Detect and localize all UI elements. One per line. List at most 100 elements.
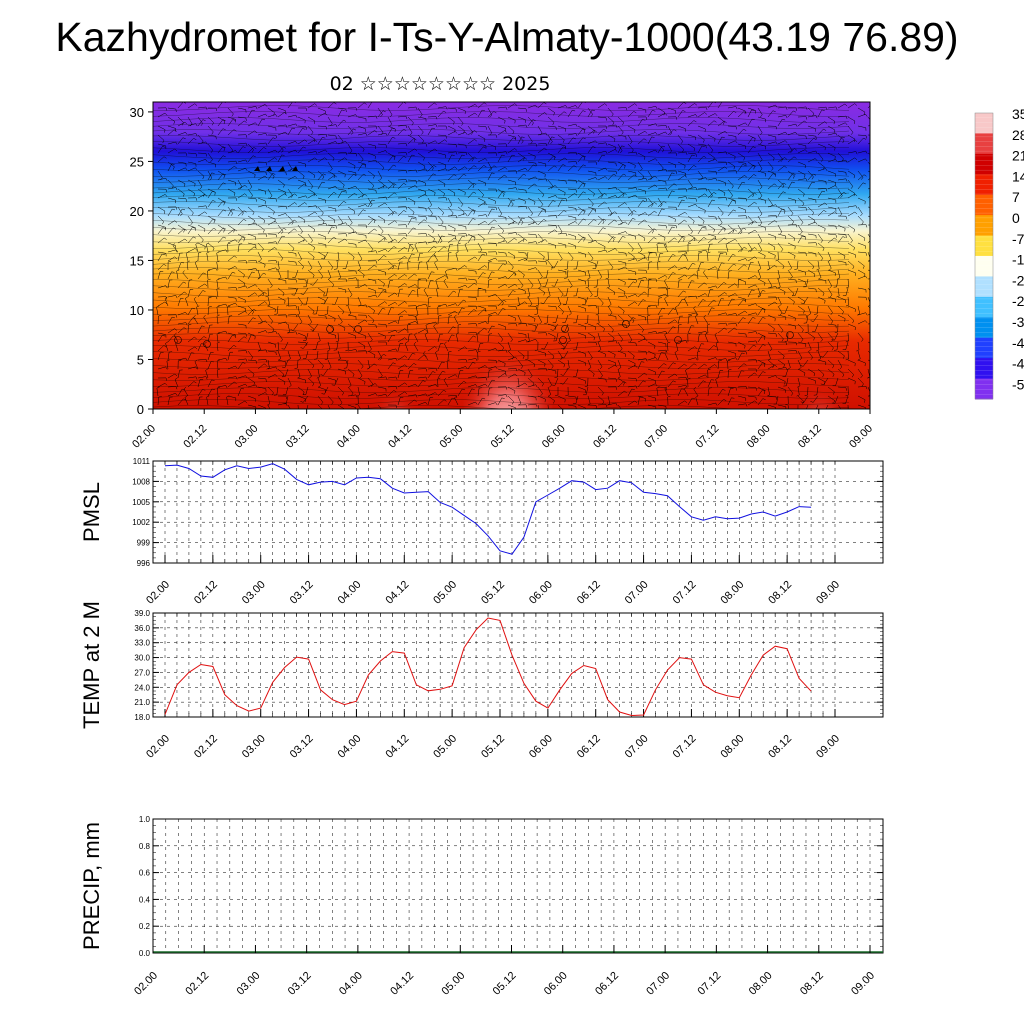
barb-shaft xyxy=(167,107,176,110)
barb-shaft xyxy=(647,197,654,205)
barb-shaft xyxy=(397,115,407,118)
barb-shaft xyxy=(287,296,290,306)
barb-shaft xyxy=(567,110,573,118)
barb-feather xyxy=(425,376,428,380)
barb-shaft xyxy=(377,143,387,145)
barb-feather xyxy=(217,359,220,362)
barb-shaft xyxy=(737,363,745,370)
contour-line xyxy=(153,399,850,405)
barb-shaft xyxy=(297,260,304,267)
barb-feather xyxy=(348,385,352,388)
barb-feather xyxy=(655,331,658,335)
barb-shaft xyxy=(415,316,419,325)
barb-feather xyxy=(504,167,508,170)
barb-shaft xyxy=(187,103,195,109)
barb-shaft xyxy=(584,296,589,305)
barb-shaft xyxy=(297,404,299,409)
barb-feather xyxy=(488,315,493,317)
barb-feather xyxy=(821,109,825,111)
barb-shaft xyxy=(667,237,675,244)
barb-shaft xyxy=(357,304,366,307)
barb-shaft xyxy=(187,307,193,316)
barb-shaft xyxy=(727,341,736,344)
barb-shaft xyxy=(617,215,623,223)
barb-feather xyxy=(594,295,598,297)
barb-shaft xyxy=(737,317,743,325)
barb-shaft xyxy=(767,242,776,248)
barb-shaft xyxy=(227,150,236,154)
barb-shaft xyxy=(197,233,204,241)
barb-shaft xyxy=(557,143,566,147)
barb-shaft xyxy=(607,269,609,279)
barb-shaft xyxy=(837,359,843,368)
barb-feather xyxy=(688,315,693,317)
barb-feather xyxy=(703,314,706,318)
barb-feather xyxy=(483,165,487,168)
barb-shaft xyxy=(727,229,735,235)
barb-shaft xyxy=(707,158,716,163)
barb-feather xyxy=(504,363,506,367)
barb-feather xyxy=(429,204,432,208)
barb-shaft xyxy=(807,134,816,137)
barb-shaft xyxy=(797,350,803,359)
barb-shaft xyxy=(737,129,744,136)
barb-feather xyxy=(501,397,505,399)
barb-feather xyxy=(333,219,336,223)
barb-feather xyxy=(755,387,757,391)
barb-feather xyxy=(822,412,825,413)
barb-feather xyxy=(321,303,325,305)
barb-shaft xyxy=(747,256,755,262)
barb-feather xyxy=(733,111,737,113)
barb-shaft xyxy=(706,324,709,334)
barb-feather xyxy=(502,263,506,266)
barb-shaft xyxy=(317,251,326,257)
barb-feather xyxy=(345,222,348,226)
barb-shaft xyxy=(257,386,266,389)
barb-shaft xyxy=(597,404,607,406)
barb-feather xyxy=(255,106,258,110)
barb-shaft xyxy=(477,158,486,163)
barb-feather xyxy=(552,200,556,202)
barb-feather xyxy=(288,385,292,388)
barb-shaft xyxy=(227,352,231,361)
barb-shaft xyxy=(587,359,592,368)
barb-feather xyxy=(753,164,757,167)
barb-shaft xyxy=(467,358,476,361)
barb-feather xyxy=(482,397,486,400)
barb-shaft xyxy=(546,269,549,278)
barb-shaft xyxy=(497,359,506,364)
barb-shaft xyxy=(287,377,292,386)
barb-feather xyxy=(395,330,398,333)
barb-shaft xyxy=(297,278,306,281)
barb-shaft xyxy=(517,278,524,286)
barb-shaft xyxy=(847,188,855,194)
barb-shaft xyxy=(777,165,785,172)
barb-feather xyxy=(174,328,178,331)
barb-shaft xyxy=(747,118,753,127)
barb-shaft xyxy=(695,316,699,325)
barb-feather xyxy=(345,360,347,364)
barb-feather xyxy=(195,248,198,251)
barb-feather xyxy=(595,161,598,165)
barb-shaft xyxy=(555,314,559,323)
barb-feather xyxy=(781,338,784,342)
barb-shaft xyxy=(817,287,825,294)
barb-feather xyxy=(244,400,248,404)
barb-shaft xyxy=(527,377,535,384)
barb-shaft xyxy=(497,174,505,181)
barb-shaft xyxy=(217,182,224,190)
barb-feather xyxy=(683,290,687,293)
barb-shaft xyxy=(787,251,796,256)
barb-shaft xyxy=(164,298,169,307)
barb-feather xyxy=(732,254,736,256)
barb-feather xyxy=(755,340,758,344)
barb-feather xyxy=(421,131,424,135)
barb-feather xyxy=(274,157,278,160)
barb-shaft xyxy=(477,109,483,118)
barb-shaft xyxy=(657,169,666,172)
barb-feather xyxy=(265,378,267,382)
barb-feather xyxy=(290,412,292,414)
barb-feather xyxy=(163,210,166,214)
barb-shaft xyxy=(807,215,815,221)
barb-feather xyxy=(602,154,606,157)
